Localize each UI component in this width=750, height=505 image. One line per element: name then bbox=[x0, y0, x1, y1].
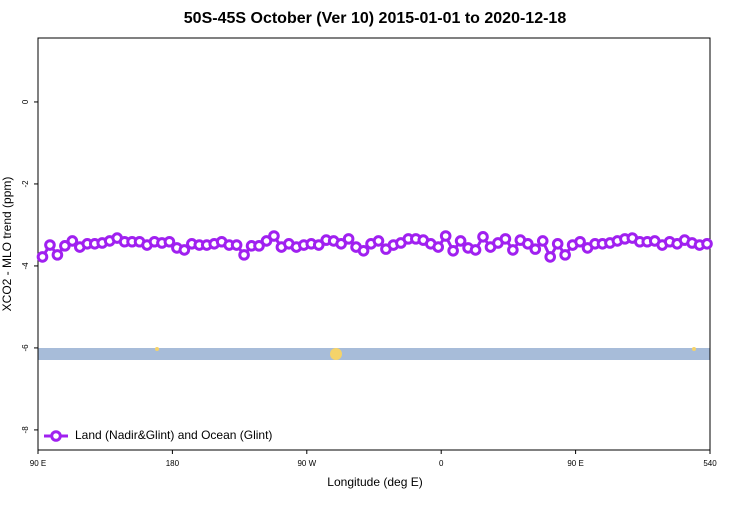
x-tick-label: 540 bbox=[703, 459, 717, 468]
land-spot bbox=[330, 348, 342, 360]
point bbox=[59, 240, 71, 252]
x-tick-label: 90 E bbox=[567, 459, 583, 468]
surface-band bbox=[38, 348, 710, 360]
point bbox=[335, 237, 347, 250]
x-tick-label: 90 E bbox=[30, 459, 46, 468]
point bbox=[544, 251, 557, 263]
y-tick-label: -2 bbox=[21, 180, 30, 188]
point bbox=[499, 233, 512, 245]
y-axis-label: XCO2 - MLO trend (ppm) bbox=[0, 177, 14, 312]
y-tick-label: 0 bbox=[21, 99, 30, 104]
point bbox=[522, 237, 534, 250]
point bbox=[268, 230, 280, 242]
point bbox=[574, 235, 586, 248]
y-tick-label: -8 bbox=[21, 426, 30, 434]
legend-label: Land (Nadir&Glint) and Ocean (Glint) bbox=[75, 428, 272, 442]
point bbox=[372, 235, 385, 247]
point bbox=[253, 240, 265, 252]
point bbox=[529, 243, 542, 255]
x-tick-label: 90 W bbox=[297, 459, 316, 468]
point bbox=[230, 239, 243, 251]
x-axis-label: Longitude (deg E) bbox=[327, 475, 422, 489]
point bbox=[536, 235, 549, 247]
point bbox=[432, 241, 445, 253]
point bbox=[66, 235, 79, 247]
y-tick-label: -6 bbox=[21, 344, 30, 352]
point bbox=[551, 237, 564, 250]
chart-title: 50S-45S October (Ver 10) 2015-01-01 to 2… bbox=[184, 10, 567, 27]
point bbox=[507, 244, 519, 256]
land-spot bbox=[155, 347, 159, 351]
point bbox=[342, 233, 355, 245]
x-tick-label: 180 bbox=[166, 459, 180, 468]
point bbox=[477, 231, 489, 243]
point bbox=[51, 249, 64, 261]
point bbox=[469, 244, 482, 256]
land-spot bbox=[692, 347, 696, 351]
point bbox=[357, 244, 370, 257]
point bbox=[312, 239, 325, 251]
point bbox=[447, 244, 459, 257]
point bbox=[439, 230, 452, 242]
point bbox=[454, 235, 467, 247]
x-tick-label: 0 bbox=[439, 459, 444, 468]
point bbox=[36, 251, 49, 263]
point bbox=[559, 249, 571, 261]
point bbox=[44, 239, 56, 251]
point bbox=[260, 235, 273, 247]
point bbox=[178, 244, 191, 256]
point bbox=[701, 237, 713, 250]
point bbox=[163, 235, 176, 248]
legend-marker bbox=[50, 430, 62, 442]
y-tick-label: -4 bbox=[21, 262, 30, 270]
point bbox=[238, 249, 250, 261]
